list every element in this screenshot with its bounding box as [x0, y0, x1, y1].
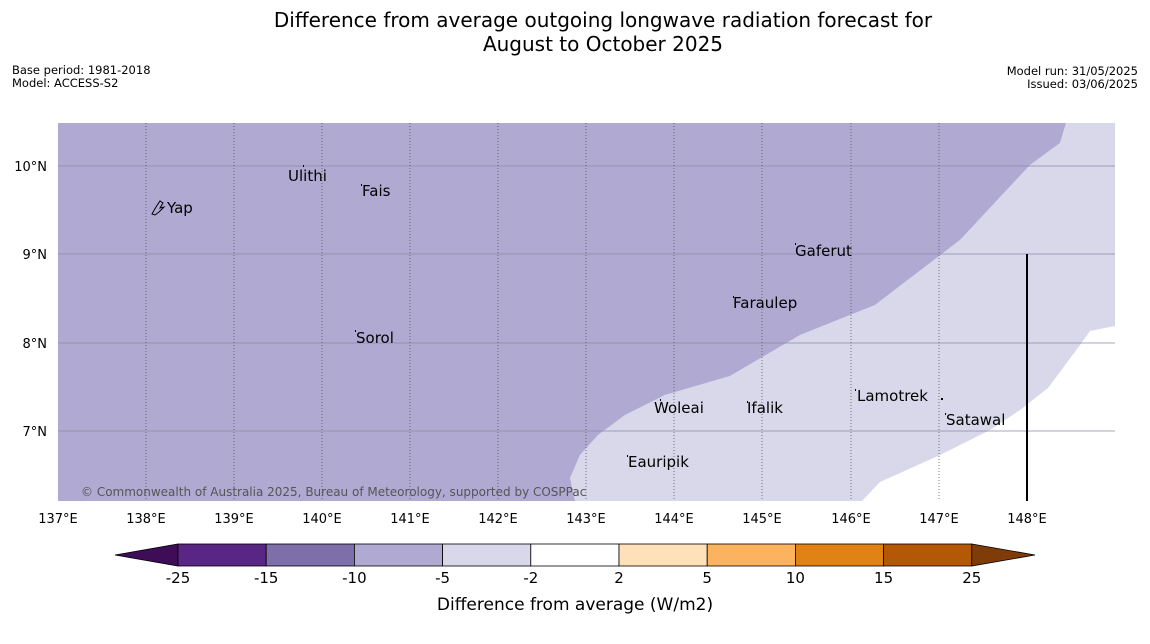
colorbar-tick-label: 25 — [962, 569, 981, 587]
place-label-ifalik: Ifalik — [747, 399, 783, 417]
model-run: Model run: 31/05/2025 — [1006, 64, 1138, 78]
lon-tick-142e: 142°E — [478, 512, 518, 527]
place-label-yap: Yap — [166, 199, 193, 217]
place-label-ulithi: Ulithi — [288, 167, 327, 185]
lat-tick-10n: 10°N — [14, 160, 47, 175]
colorbar-tick-label: -25 — [166, 569, 191, 587]
lon-tick-141e: 141°E — [390, 512, 430, 527]
meta-left: Base period: 1981-2018 Model: ACCESS-S2 — [12, 64, 151, 90]
place-label-woleai: Woleai — [654, 399, 704, 417]
copyright-notice: © Commonwealth of Australia 2025, Bureau… — [81, 485, 586, 499]
place-label-gaferut: Gaferut — [795, 242, 852, 260]
island-dots — [303, 165, 946, 457]
lon-tick-144e: 144°E — [654, 512, 694, 527]
region-minus10-to-minus5 — [58, 123, 1066, 501]
model-name: Model: ACCESS-S2 — [12, 76, 119, 90]
chart-title: Difference from average outgoing longwav… — [0, 8, 1150, 56]
place-label-satawal: Satawal — [946, 411, 1005, 429]
place-label-eauripik: Eauripik — [628, 453, 689, 471]
lat-tick-7n: 7°N — [23, 425, 48, 440]
colorbar-tick-label: 5 — [702, 569, 712, 587]
colorbar-segment — [618, 543, 708, 567]
colorbar-extension-low — [114, 543, 179, 567]
map-panel: Yap Ulithi Fais Gaferut Faraulep Sorol L… — [58, 123, 1115, 501]
colorbar-tick-label: -10 — [342, 569, 367, 587]
colorbar-extension-high — [971, 543, 1036, 567]
lon-tick-147e: 147°E — [919, 512, 959, 527]
title-line-1: Difference from average outgoing longwav… — [273, 8, 933, 32]
colorbar-tick-label: 2 — [614, 569, 624, 587]
lat-tick-9n: 9°N — [23, 248, 48, 263]
meta-right: Model run: 31/05/2025 Issued: 03/06/2025 — [1007, 65, 1138, 91]
colorbar-segment — [795, 543, 885, 567]
base-period: Base period: 1981-2018 — [12, 63, 151, 77]
colorbar-legend: -25 -15 -10 -5 -2 2 5 10 15 25 — [114, 543, 1036, 587]
colorbar-segment — [883, 543, 973, 567]
lon-tick-138e: 138°E — [126, 512, 166, 527]
colorbar-tick-label: -2 — [523, 569, 538, 587]
lat-tick-8n: 8°N — [23, 337, 48, 352]
lon-tick-148e: 148°E — [1007, 512, 1047, 527]
colorbar-segment — [265, 543, 355, 567]
lon-tick-145e: 145°E — [742, 512, 782, 527]
colorbar-title: Difference from average (W/m2) — [437, 595, 713, 615]
lon-tick-140e: 140°E — [302, 512, 342, 527]
lon-tick-139e: 139°E — [214, 512, 254, 527]
colorbar-tick-label: 10 — [786, 569, 805, 587]
region-minus5-to-minus2 — [570, 123, 1115, 501]
longitude-gridlines — [145, 123, 940, 501]
place-label-sorol: Sorol — [356, 329, 394, 347]
colorbar-tick-label: 15 — [874, 569, 893, 587]
lon-tick-146e: 146°E — [831, 512, 871, 527]
colorbar-segment — [530, 543, 620, 567]
colorbar-tick-label: -15 — [254, 569, 279, 587]
colorbar-segment — [706, 543, 796, 567]
place-label-fais: Fais — [362, 182, 391, 200]
place-label-faraulep: Faraulep — [733, 294, 797, 312]
lon-tick-137e: 137°E — [38, 512, 78, 527]
place-label-lamotrek: Lamotrek — [857, 387, 928, 405]
yap-island-shape — [151, 200, 166, 216]
lon-tick-143e: 143°E — [566, 512, 606, 527]
title-line-2: August to October 2025 — [482, 32, 724, 56]
colorbar-segment — [353, 543, 443, 567]
colorbar-tick-label: -5 — [435, 569, 450, 587]
colorbar-segment — [177, 543, 267, 567]
colorbar-segment — [442, 543, 532, 567]
issued-date: Issued: 03/06/2025 — [1027, 77, 1138, 91]
